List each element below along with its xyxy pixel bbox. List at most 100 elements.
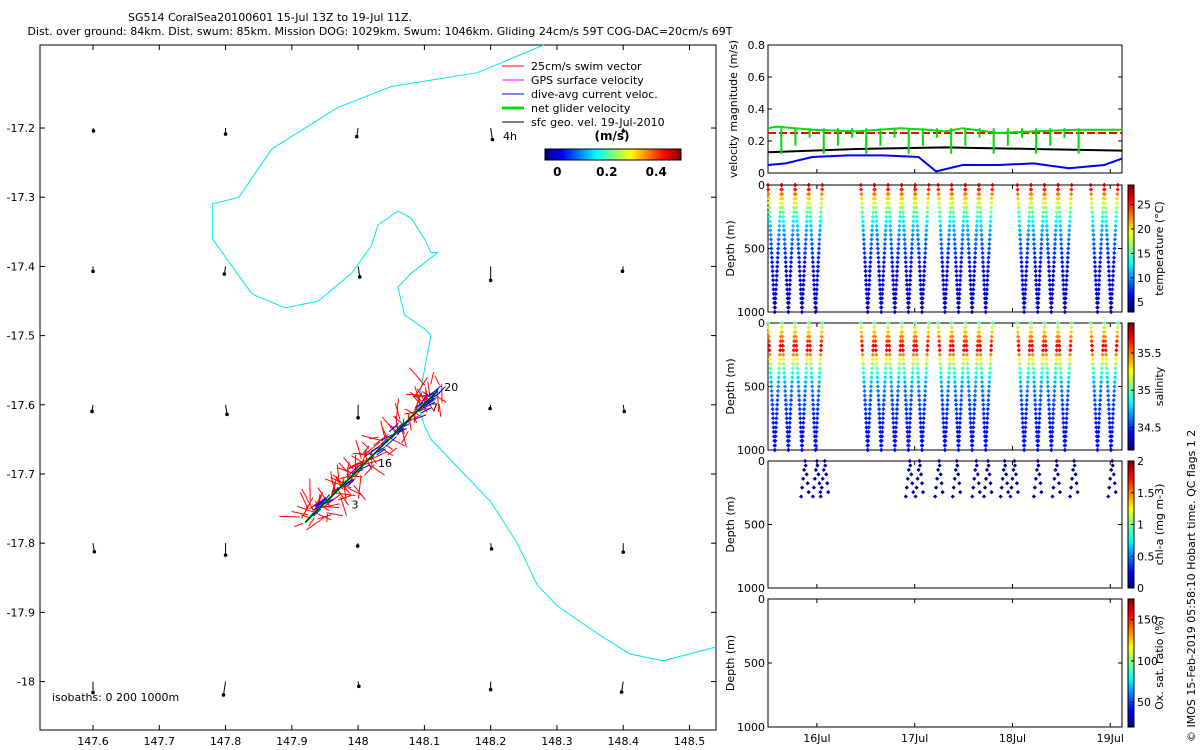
temperature-sample bbox=[988, 210, 994, 215]
temperature-sample bbox=[793, 191, 798, 197]
salinity-sample bbox=[921, 420, 926, 425]
salinity-sample bbox=[805, 343, 810, 348]
colorbar-cell bbox=[1128, 345, 1134, 347]
chla-sample bbox=[1013, 472, 1019, 477]
dac-vector bbox=[429, 385, 442, 397]
colorbar-cell bbox=[1128, 350, 1134, 352]
temperature-sample bbox=[902, 246, 908, 251]
salinity-sample bbox=[959, 384, 965, 389]
colorbar-cell bbox=[634, 149, 636, 160]
colorbar-cell bbox=[1128, 544, 1134, 546]
temperature-sample bbox=[816, 246, 822, 251]
salinity-sample bbox=[978, 348, 983, 353]
temperature-sample bbox=[812, 287, 817, 292]
temperature-sample bbox=[909, 255, 914, 260]
colorbar-cell bbox=[1128, 503, 1134, 505]
salinity-sample bbox=[1019, 393, 1024, 398]
temperature-sample bbox=[808, 223, 814, 228]
colorbar-cell bbox=[1128, 566, 1134, 568]
salinity-sample bbox=[796, 384, 801, 389]
colorbar-cell bbox=[1128, 335, 1134, 337]
temperature-sample bbox=[874, 219, 879, 224]
salinity-sample bbox=[936, 334, 942, 339]
temperature-sample bbox=[786, 309, 791, 315]
temperature-sample bbox=[819, 201, 824, 206]
temperature-sample bbox=[1107, 282, 1112, 287]
salinity-sample bbox=[1114, 343, 1119, 348]
colorbar-cell bbox=[1128, 604, 1134, 606]
temperature-sample bbox=[772, 305, 778, 310]
salinity-sample bbox=[911, 348, 916, 353]
swim-vector bbox=[291, 511, 308, 516]
salinity-sample bbox=[1064, 407, 1070, 412]
temperature-sample bbox=[884, 214, 889, 219]
salinity-sample bbox=[938, 370, 943, 376]
salinity-sample bbox=[944, 411, 950, 416]
colorbar-cell bbox=[1128, 668, 1134, 670]
temperature-sample bbox=[777, 223, 782, 228]
colorbar-cell bbox=[1128, 706, 1134, 708]
chla-sample bbox=[826, 489, 831, 495]
salinity-sample bbox=[798, 425, 803, 430]
colorbar-cell bbox=[627, 149, 629, 160]
temperature-sample bbox=[937, 205, 942, 210]
temperature-sample bbox=[1097, 273, 1102, 278]
temperature-sample bbox=[924, 214, 930, 219]
temperature-sample bbox=[985, 264, 991, 269]
colorbar-cell bbox=[587, 149, 589, 160]
temperature-sample bbox=[1038, 264, 1043, 269]
salinity-sample bbox=[1068, 339, 1073, 344]
dive-number-label: 3 bbox=[351, 499, 358, 512]
map-colorbar-tick-label: 0.2 bbox=[596, 165, 617, 179]
salinity-sample bbox=[969, 447, 975, 453]
temperature-sample bbox=[870, 223, 875, 228]
salinity-sample bbox=[1068, 348, 1073, 353]
salinity-sample bbox=[882, 393, 887, 398]
temperature-sample bbox=[897, 219, 902, 224]
sfc-geo-vector-head bbox=[221, 693, 226, 697]
temperature-sample bbox=[910, 237, 915, 242]
temperature-sample bbox=[951, 219, 956, 224]
colorbar-cell bbox=[1128, 532, 1134, 534]
colorbar-cell bbox=[1128, 410, 1134, 412]
temperature-sample bbox=[917, 269, 922, 274]
salinity-sample bbox=[1060, 397, 1065, 403]
colorbar-cell bbox=[1128, 567, 1134, 569]
temperature-sample bbox=[800, 300, 805, 306]
temperature-sample bbox=[883, 228, 888, 233]
temperature-sample bbox=[945, 250, 951, 256]
salinity-sample bbox=[899, 320, 904, 326]
salinity-sample bbox=[954, 407, 959, 412]
salinity-sample bbox=[924, 366, 929, 371]
oxygen-ytick-label: 1000 bbox=[737, 721, 765, 734]
dac-vector bbox=[358, 464, 370, 471]
chla-sample bbox=[803, 463, 808, 468]
temperature-sample bbox=[1089, 191, 1094, 197]
temperature-sample bbox=[780, 205, 785, 210]
temperature-sample bbox=[1052, 250, 1057, 256]
salinity-sample bbox=[887, 343, 892, 348]
colorbar-cell bbox=[1128, 611, 1134, 613]
temperature-sample bbox=[922, 264, 927, 269]
salinity-sample bbox=[1114, 348, 1119, 353]
salinity-sample bbox=[1034, 425, 1039, 430]
colorbar-cell bbox=[1128, 643, 1134, 645]
colorbar-cell bbox=[1128, 722, 1134, 724]
colorbar-cell bbox=[1128, 555, 1134, 557]
chla-sample bbox=[973, 467, 978, 473]
colorbar-cell bbox=[1128, 398, 1134, 400]
temperature-sample bbox=[801, 273, 807, 278]
temperature-sample bbox=[1033, 264, 1038, 269]
colorbar-cell bbox=[1128, 509, 1134, 511]
salinity-sample bbox=[1050, 429, 1055, 434]
chla-ytick-label: 500 bbox=[744, 519, 765, 532]
temperature-sample bbox=[940, 259, 945, 265]
temperature-sample bbox=[1046, 255, 1051, 260]
colorbar-cell bbox=[1128, 508, 1134, 510]
colorbar-cell bbox=[1128, 292, 1134, 294]
salinity-sample bbox=[786, 434, 792, 439]
temperature-sample bbox=[908, 278, 913, 283]
temperature-sample bbox=[1107, 273, 1112, 278]
colorbar-cell bbox=[1128, 330, 1134, 332]
salinity-sample bbox=[899, 325, 905, 330]
